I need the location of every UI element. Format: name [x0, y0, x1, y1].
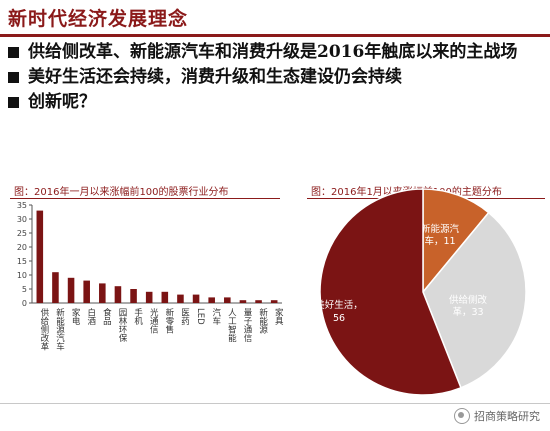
bar-y-tick-label: 30	[17, 215, 27, 224]
bullet-square-icon	[8, 47, 19, 58]
bar-category-label: 人工智能	[226, 308, 236, 343]
pie-slice-label: 新能源汽	[421, 223, 460, 235]
bullet-list: 供给侧改革、新能源汽车和消费升级是2016年触底以来的主战场 美好生活还会持续，…	[6, 40, 546, 115]
bullet-text: 美好生活还会持续，消费升级和生态建设仍会持续	[28, 67, 402, 87]
pie-slice-value: 56	[333, 313, 345, 324]
bar-category-label: 量子通信	[242, 308, 252, 343]
bar-mark	[192, 294, 200, 303]
brand-name: 招商策略研究	[474, 410, 540, 423]
bullet-square-icon	[8, 97, 19, 108]
brand-watermark: 招商策略研究	[454, 408, 540, 424]
pie-slice-label: 美好生活，	[315, 299, 363, 311]
slide-title: 新时代经济发展理念	[8, 8, 189, 30]
bar-category-label: 新能源	[258, 307, 268, 334]
bullet-item: 美好生活还会持续，消费升级和生态建设仍会持续	[6, 65, 546, 90]
bar-category-label: 家具	[273, 307, 283, 326]
bar-y-tick-label: 35	[17, 201, 27, 210]
title-divider	[0, 34, 550, 37]
bar-category-label: 食品	[101, 307, 111, 326]
bar-category-label: 汽车	[211, 307, 221, 326]
bar-y-tick-label: 25	[17, 229, 27, 238]
pie-slice	[422, 211, 527, 389]
bullet-item: 创新呢？	[6, 90, 546, 115]
pie-slice	[319, 188, 462, 396]
bar-category-label: 新能源汽车	[54, 307, 64, 351]
bullet-text: 创新呢？	[28, 92, 96, 112]
bar-mark	[239, 300, 247, 303]
pie-slice-value: 革，33	[452, 306, 483, 318]
bar-category-label: 白酒	[86, 307, 96, 326]
bar-mark	[255, 300, 262, 303]
bar-mark	[145, 291, 153, 303]
bar-mark	[67, 277, 75, 303]
bar-y-tick-label: 10	[17, 271, 27, 280]
bar-category-label: 医药	[179, 308, 189, 326]
bar-category-label: 园林环保	[117, 308, 127, 343]
bar-mark	[99, 283, 106, 303]
bar-y-tick-label: 20	[17, 243, 27, 252]
wechat-logo-icon	[454, 408, 470, 424]
bar-chart-title-rule	[10, 198, 280, 199]
bar-mark	[208, 297, 215, 303]
bar-category-label: 家电	[70, 307, 80, 325]
bar-mark	[52, 272, 59, 303]
bullet-square-icon	[8, 72, 19, 83]
footer-divider	[0, 403, 550, 404]
bar-mark	[36, 210, 44, 303]
pie-slice-value: 车，11	[424, 235, 455, 247]
pie-slice-label: 供给侧改	[449, 294, 488, 306]
pie-slice	[422, 188, 490, 295]
bar-category-label: 手机	[133, 307, 143, 326]
bar-category-label: 新零售	[164, 307, 174, 334]
bar-mark	[224, 297, 231, 303]
bar-mark	[270, 300, 278, 303]
bar-mark	[130, 289, 137, 303]
bar-mark	[161, 291, 169, 303]
bar-category-label: 供给侧改革	[39, 307, 49, 351]
bar-y-tick-label: 15	[17, 257, 27, 266]
bar-y-tick-label: 5	[22, 285, 27, 294]
bar-category-label: LED	[195, 308, 205, 325]
bar-chart-title: 图：2016年一月以来涨幅前100的股票行业分布	[14, 187, 229, 198]
bar-mark	[83, 280, 90, 303]
bullet-text: 供给侧改革、新能源汽车和消费升级是2016年触底以来的主战场	[28, 42, 518, 62]
bullet-item: 供给侧改革、新能源汽车和消费升级是2016年触底以来的主战场	[6, 40, 546, 65]
bar-mark	[177, 294, 184, 303]
bar-mark	[114, 286, 122, 303]
bar-category-label: 光通信	[148, 307, 158, 334]
bar-y-tick-label: 0	[22, 299, 27, 308]
